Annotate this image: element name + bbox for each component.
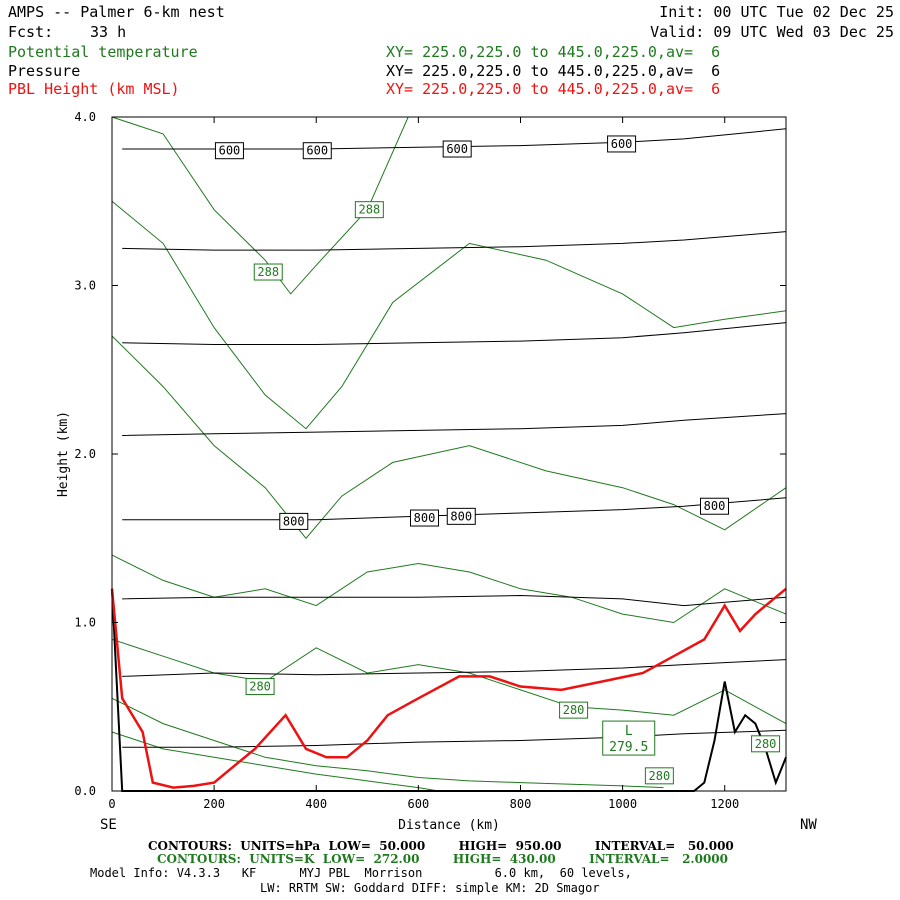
contour-label-pressure-2: 600 bbox=[442, 140, 472, 158]
low-marker-value: 279.5 bbox=[609, 740, 648, 755]
contour-label-text: 800 bbox=[414, 511, 436, 525]
y-tick-label: 4.0 bbox=[74, 110, 96, 124]
se-end-label: SE bbox=[100, 817, 117, 833]
x-tick-label: 800 bbox=[510, 797, 532, 811]
contour-label-box bbox=[700, 497, 730, 515]
contour-label-text: 280 bbox=[249, 680, 271, 694]
contour-label-box bbox=[644, 767, 674, 785]
contour-label-text: 288 bbox=[257, 265, 279, 279]
x-tick-label: 1200 bbox=[710, 797, 739, 811]
contour-label-text: 600 bbox=[219, 144, 241, 158]
contour-label-theta-13: 280 bbox=[751, 735, 781, 753]
footer-model-info: Model Info: V4.3.3 KF MYJ PBL Morrison 6… bbox=[90, 866, 632, 880]
isobar-line-3 bbox=[122, 413, 787, 436]
contour-label-box bbox=[751, 735, 781, 753]
isobar-line-7 bbox=[122, 729, 787, 748]
chart-title: AMPS -- Palmer 6-km nest bbox=[8, 3, 225, 21]
contour-label-text: 600 bbox=[306, 144, 328, 158]
pbl-layer bbox=[110, 587, 787, 789]
contour-label-box bbox=[214, 142, 244, 160]
y-tick-label: 0.0 bbox=[74, 784, 96, 798]
contour-label-box bbox=[279, 512, 309, 530]
x-tick-label: 0 bbox=[108, 797, 115, 811]
x-tick-label: 1000 bbox=[608, 797, 637, 811]
footer-physics-info: LW: RRTM SW: Goddard DIFF: simple KM: 2D… bbox=[260, 881, 600, 895]
contour-label-box bbox=[354, 201, 384, 219]
isobar-line-5 bbox=[122, 594, 787, 607]
contour-label-box bbox=[253, 263, 283, 281]
contour-label-pressure-3: 600 bbox=[607, 135, 637, 153]
isentrope-line-3 bbox=[111, 554, 787, 624]
isobar-line-6 bbox=[122, 659, 787, 677]
x-axis-label: Distance (km) bbox=[398, 818, 500, 833]
field-xy-theta: XY= 225.0,225.0 to 445.0,225.0,av= 6 bbox=[386, 43, 721, 61]
contour-label-theta-11: 280 bbox=[559, 701, 589, 719]
contour-label-text: 800 bbox=[450, 509, 472, 523]
isentrope-line-1 bbox=[111, 200, 787, 430]
terrain-line bbox=[111, 588, 787, 792]
pbl-height-line bbox=[110, 587, 787, 789]
contour-label-box bbox=[607, 135, 637, 153]
init-time: Init: 00 UTC Tue 02 Dec 25 bbox=[659, 3, 894, 21]
isentrope-line-6 bbox=[111, 731, 439, 792]
y-tick-label: 2.0 bbox=[74, 447, 96, 461]
isentrope-line-5 bbox=[111, 697, 664, 789]
contour-label-box bbox=[559, 701, 589, 719]
contour-label-theta-8: 288 bbox=[354, 201, 384, 219]
contour-label-box bbox=[409, 509, 439, 527]
nw-end-label: NW bbox=[800, 817, 817, 833]
isentrope-line-2 bbox=[111, 335, 787, 540]
contour-label-text: 280 bbox=[649, 769, 671, 783]
y-tick-label: 3.0 bbox=[74, 279, 96, 293]
contour-label-pressure-6: 800 bbox=[446, 507, 476, 525]
contour-label-pressure-5: 800 bbox=[409, 509, 439, 527]
forecast-label: Fcst: bbox=[8, 23, 54, 41]
field-xy-pressure: XY= 225.0,225.0 to 445.0,225.0,av= 6 bbox=[386, 62, 721, 80]
isobar-line-1 bbox=[122, 231, 787, 251]
field-name-pressure: Pressure bbox=[8, 62, 81, 80]
valid-time: Valid: 09 UTC Wed 03 Dec 25 bbox=[650, 23, 894, 41]
x-tick-label: 600 bbox=[408, 797, 430, 811]
contour-label-text: 800 bbox=[283, 514, 305, 528]
y-axis-label: Height (km) bbox=[56, 411, 71, 497]
contour-label-text: 600 bbox=[446, 142, 468, 156]
isentrope-line-4 bbox=[111, 638, 787, 725]
contour-label-text: 600 bbox=[611, 137, 633, 151]
x-tick-label: 200 bbox=[203, 797, 225, 811]
footer-pressure-contours: CONTOURS: UNITS=hPa LOW= 50.000 HIGH= 95… bbox=[148, 839, 734, 853]
isentropes-layer bbox=[111, 116, 787, 792]
contour-label-pressure-1: 600 bbox=[302, 142, 332, 160]
contour-label-pressure-4: 800 bbox=[279, 512, 309, 530]
isobars-layer bbox=[122, 128, 787, 748]
contour-label-box bbox=[446, 507, 476, 525]
field-name-pbl: PBL Height (km MSL) bbox=[8, 80, 180, 98]
terrain-layer bbox=[111, 588, 787, 792]
forecast-hour: 33 h bbox=[90, 23, 127, 41]
low-marker-box bbox=[602, 720, 656, 756]
contour-label-box bbox=[245, 678, 275, 696]
field-xy-pbl: XY= 225.0,225.0 to 445.0,225.0,av= 6 bbox=[386, 80, 721, 98]
axes-layer: 0 200 400 600 800 1000 1200 0.0 1.0 2.0 3.0 4.0 bbox=[74, 110, 786, 811]
contour-label-text: 280 bbox=[755, 737, 777, 751]
low-marker-letter: L bbox=[625, 724, 633, 739]
field-name-theta: Potential temperature bbox=[8, 43, 198, 61]
contour-label-pressure-7: 800 bbox=[700, 497, 730, 515]
contour-label-theta-10: 280 bbox=[245, 678, 275, 696]
contour-label-box bbox=[442, 140, 472, 158]
contour-label-text: 280 bbox=[563, 703, 585, 717]
contour-label-text: 800 bbox=[704, 499, 726, 513]
footer-theta-contours: CONTOURS: UNITS=K LOW= 272.00 HIGH= 430.… bbox=[157, 852, 728, 866]
contour-label-theta-12: 280 bbox=[644, 767, 674, 785]
contour-label-pressure-0: 600 bbox=[214, 142, 244, 160]
contour-label-text: 288 bbox=[359, 203, 381, 217]
y-tick-label: 1.0 bbox=[74, 616, 96, 630]
x-tick-label: 400 bbox=[305, 797, 327, 811]
isobar-line-2 bbox=[122, 322, 787, 345]
contour-label-box bbox=[302, 142, 332, 160]
plot-frame bbox=[111, 116, 787, 792]
contour-label-theta-9: 288 bbox=[253, 263, 283, 281]
